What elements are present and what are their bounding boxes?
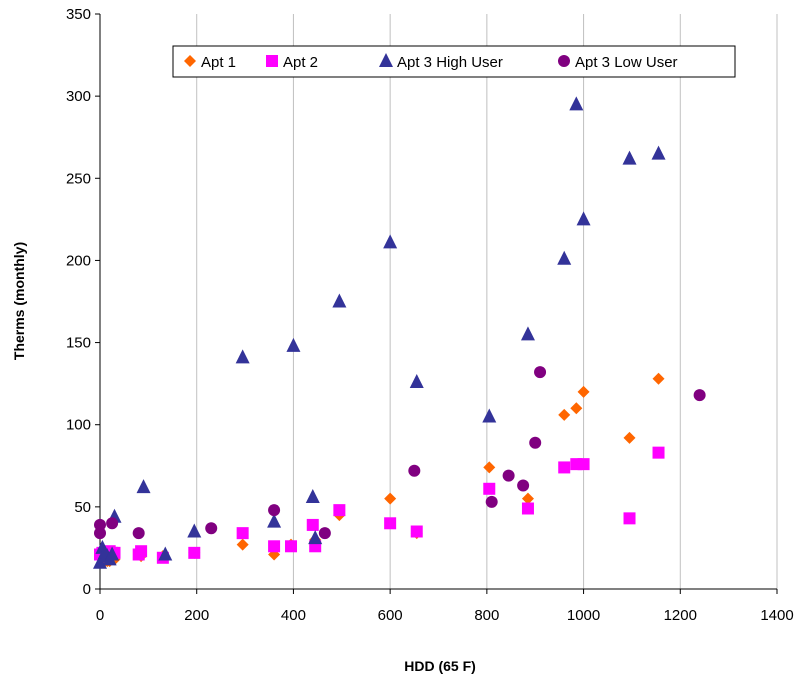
point-apt-2 xyxy=(384,517,397,530)
grid-lines xyxy=(196,14,778,589)
point-apt-2 xyxy=(521,502,534,515)
point-apt-3-low-user xyxy=(268,504,281,517)
y-tick-label: 100 xyxy=(66,417,91,434)
y-tick-label: 250 xyxy=(66,170,91,187)
y-tick-label: 350 xyxy=(66,6,91,23)
point-apt-2 xyxy=(188,546,201,559)
point-apt-3-low-user xyxy=(534,366,547,379)
point-apt-3-high-user xyxy=(409,374,424,388)
point-apt-2 xyxy=(236,527,249,540)
x-axis-title: HDD (65 F) xyxy=(404,658,476,674)
point-apt-3-low-user xyxy=(318,527,331,540)
axes xyxy=(95,13,778,594)
point-apt-1 xyxy=(652,372,665,385)
point-apt-3-high-user xyxy=(520,326,535,341)
point-apt-3-high-user xyxy=(569,96,584,111)
legend-marker-apt-2 xyxy=(266,55,278,67)
point-apt-2 xyxy=(577,458,590,471)
x-tick-label: 200 xyxy=(184,607,209,624)
legend-item-apt-3-high-user: Apt 3 High User xyxy=(379,53,503,71)
point-apt-3-low-user xyxy=(693,389,706,402)
point-apt-2 xyxy=(268,540,281,553)
x-tick-label: 0 xyxy=(96,607,104,624)
legend-label-apt-3-low-user: Apt 3 Low User xyxy=(575,54,678,71)
point-apt-3-high-user xyxy=(557,250,572,265)
y-tick-label: 300 xyxy=(66,88,91,105)
point-apt-2 xyxy=(558,461,571,474)
legend-marker-apt-3-high-user xyxy=(379,53,393,67)
x-tick-label: 600 xyxy=(378,607,403,624)
point-apt-3-low-user xyxy=(106,517,119,530)
point-apt-1 xyxy=(483,461,496,474)
legend-label-apt-3-high-user: Apt 3 High User xyxy=(397,54,503,71)
point-apt-3-low-user xyxy=(502,469,515,482)
point-apt-3-low-user xyxy=(94,518,106,531)
point-apt-3-high-user xyxy=(136,479,151,494)
x-tick-label: 1200 xyxy=(664,607,697,624)
legend-marker-apt-1 xyxy=(184,55,196,67)
legend-item-apt-1: Apt 1 xyxy=(184,54,236,71)
tick-labels: 0 50 100 150 200 250 300 350 0 200 400 600 800 1000 12… xyxy=(66,6,794,624)
x-tick-label: 800 xyxy=(474,607,499,624)
point-apt-2 xyxy=(623,512,636,525)
point-apt-2 xyxy=(333,504,346,517)
series-apt-3-high-user xyxy=(93,96,666,569)
point-apt-1 xyxy=(623,431,636,444)
y-tick-label: 0 xyxy=(83,581,91,598)
point-apt-1 xyxy=(521,492,534,505)
point-apt-3-low-user xyxy=(408,464,421,477)
point-apt-3-high-user xyxy=(651,145,666,160)
point-apt-3-high-user xyxy=(305,489,320,503)
point-apt-3-high-user xyxy=(308,530,323,545)
point-apt-3-high-user xyxy=(267,513,282,528)
legend-label-apt-1: Apt 1 xyxy=(201,54,236,71)
y-tick-label: 150 xyxy=(66,335,91,352)
point-apt-2 xyxy=(483,482,496,495)
legend-marker-apt-3-low-user xyxy=(558,55,570,67)
point-apt-3-high-user xyxy=(235,349,250,364)
point-apt-1 xyxy=(558,408,571,421)
point-apt-3-high-user xyxy=(158,546,173,561)
point-apt-3-high-user xyxy=(576,211,591,226)
point-apt-2 xyxy=(285,540,298,553)
series-apt-3-low-user xyxy=(94,366,706,540)
point-apt-3-low-user xyxy=(485,495,498,508)
point-apt-3-high-user xyxy=(482,408,497,423)
point-apt-2 xyxy=(135,545,148,558)
legend-item-apt-3-low-user: Apt 3 Low User xyxy=(558,54,678,71)
point-apt-3-low-user xyxy=(205,522,218,535)
point-apt-3-low-user xyxy=(517,479,530,492)
point-apt-3-low-user xyxy=(132,527,145,540)
y-axis-title: Therms (monthly) xyxy=(11,242,27,360)
x-tick-label: 1400 xyxy=(760,607,793,624)
data-markers xyxy=(93,96,706,569)
point-apt-1 xyxy=(384,492,397,505)
legend-item-apt-2: Apt 2 xyxy=(266,54,318,71)
point-apt-3-low-user xyxy=(94,527,106,540)
point-apt-2 xyxy=(410,525,423,538)
point-apt-3-high-user xyxy=(383,234,398,249)
y-tick-label: 200 xyxy=(66,252,91,269)
point-apt-2 xyxy=(652,446,665,459)
point-apt-3-high-user xyxy=(286,337,301,352)
point-apt-3-low-user xyxy=(529,436,542,449)
point-apt-3-high-user xyxy=(332,293,347,308)
point-apt-3-high-user xyxy=(105,546,120,561)
point-apt-1 xyxy=(577,385,590,398)
x-tick-label: 1000 xyxy=(567,607,600,624)
legend-label-apt-2: Apt 2 xyxy=(283,54,318,71)
point-apt-3-high-user xyxy=(187,523,202,538)
legend: Apt 1 Apt 2 Apt 3 High User Apt 3 Low User xyxy=(172,45,736,78)
point-apt-3-high-user xyxy=(622,150,637,165)
point-apt-2 xyxy=(306,518,319,531)
x-tick-label: 400 xyxy=(281,607,306,624)
y-tick-label: 50 xyxy=(74,499,91,516)
point-apt-1 xyxy=(570,402,583,415)
point-apt-1 xyxy=(236,538,249,551)
